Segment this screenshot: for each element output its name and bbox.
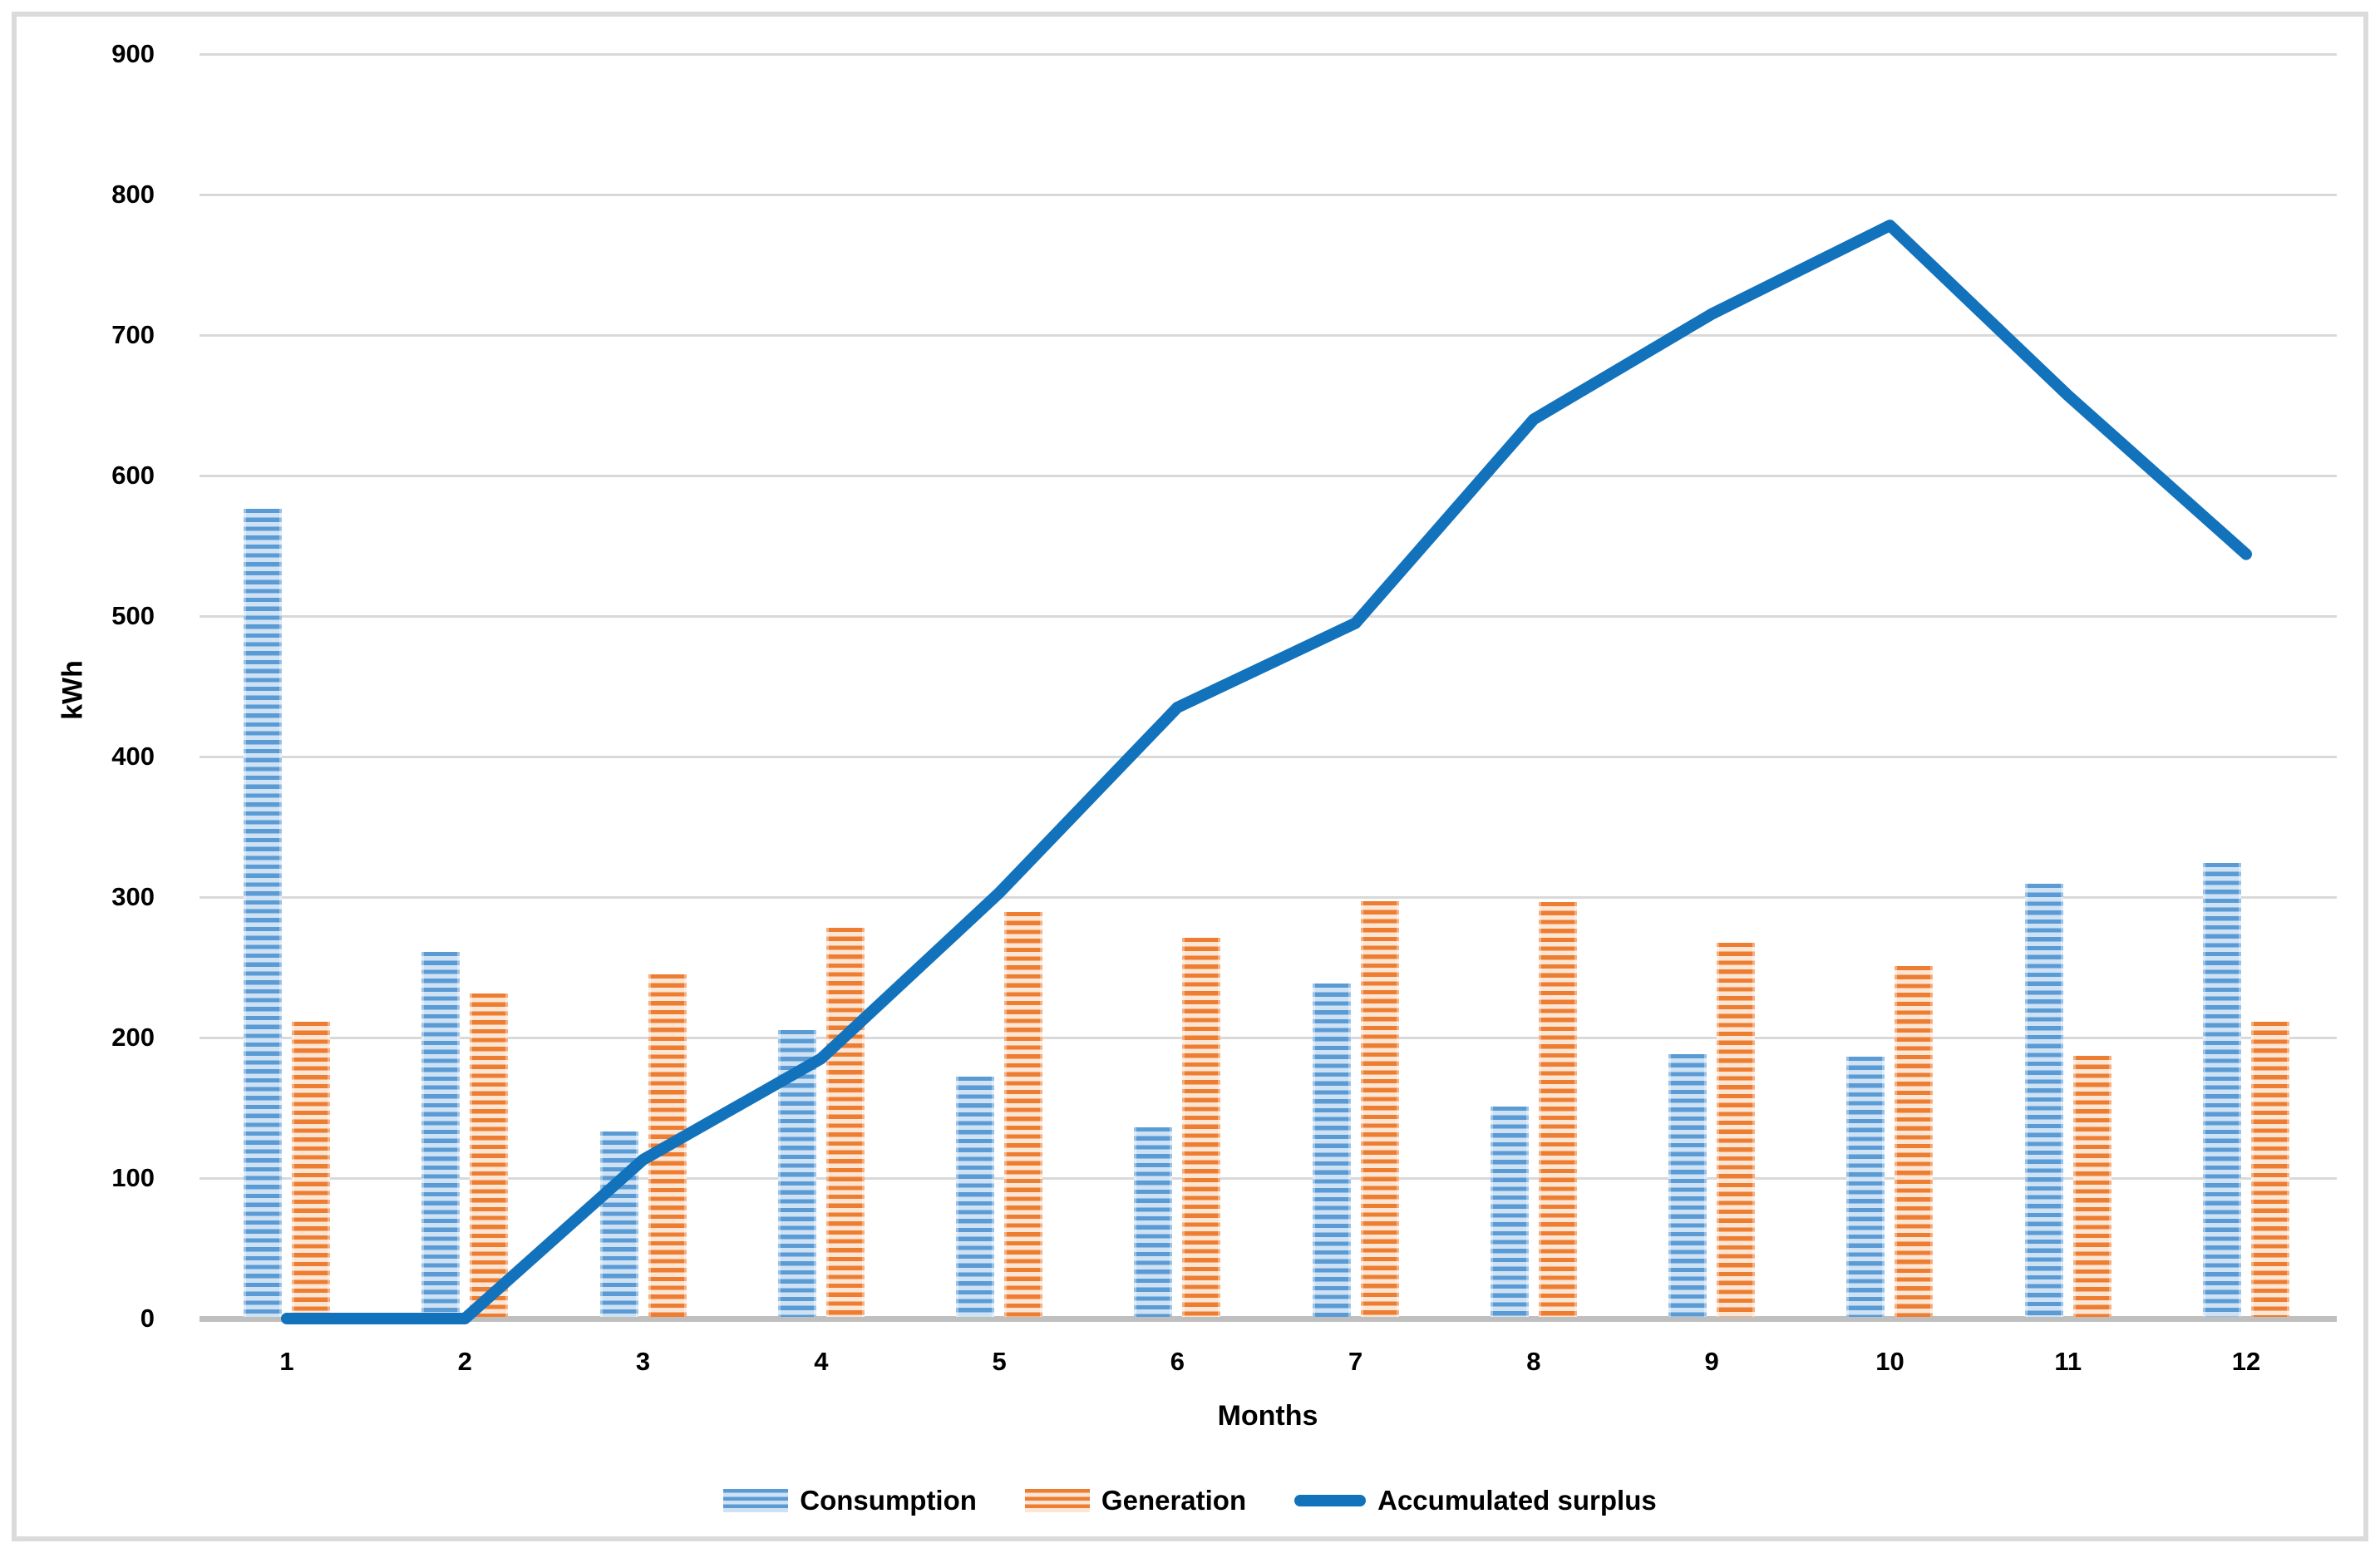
x-tick-label-6: 6 [1170, 1347, 1185, 1376]
x-tick-label-9: 9 [1704, 1347, 1719, 1376]
legend-label-surplus: Accumulated surplus [1377, 1485, 1657, 1516]
y-tick-label-500: 500 [111, 601, 155, 630]
generation-swatch-icon [1024, 1489, 1090, 1512]
x-tick-label-8: 8 [1526, 1347, 1541, 1376]
x-tick-label-11: 11 [2054, 1347, 2082, 1376]
x-tick-label-3: 3 [635, 1347, 651, 1376]
legend: Consumption Generation Accumulated surpl… [0, 1485, 2380, 1516]
gridline-400 [200, 756, 2337, 758]
y-tick-label-400: 400 [111, 742, 155, 771]
x-tick-label-2: 2 [457, 1347, 472, 1376]
y-tick-label-200: 200 [111, 1023, 155, 1052]
gridline-800 [200, 194, 2337, 196]
generation-bar-month-5 [1004, 912, 1043, 1317]
legend-label-consumption: Consumption [800, 1485, 977, 1516]
x-tick-label-7: 7 [1348, 1347, 1363, 1376]
y-tick-label-600: 600 [111, 461, 155, 490]
generation-bar-month-2 [470, 993, 509, 1317]
consumption-bar-month-2 [421, 951, 461, 1317]
x-tick-label-12: 12 [2231, 1347, 2261, 1376]
consumption-bar-month-12 [2203, 863, 2241, 1317]
x-tick-label-1: 1 [279, 1347, 294, 1376]
generation-bar-month-4 [825, 927, 865, 1317]
gridline-500 [200, 615, 2337, 618]
generation-bar-month-7 [1360, 900, 1399, 1317]
generation-bar-month-6 [1182, 937, 1221, 1317]
accumulated-surplus-line [281, 219, 2252, 1324]
consumption-bar-month-10 [1846, 1057, 1885, 1317]
consumption-bar-month-9 [1668, 1053, 1707, 1317]
x-tick-label-5: 5 [992, 1347, 1007, 1376]
consumption-bar-month-8 [1490, 1106, 1529, 1317]
consumption-bar-month-1 [244, 509, 282, 1317]
gridline-300 [200, 896, 2337, 899]
generation-bar-month-1 [292, 1022, 330, 1317]
generation-bar-month-12 [2251, 1022, 2289, 1317]
generation-bar-month-8 [1538, 902, 1577, 1317]
legend-item-consumption: Consumption [723, 1485, 977, 1516]
legend-item-generation: Generation [1024, 1485, 1247, 1516]
y-tick-label-300: 300 [111, 882, 155, 911]
consumption-swatch-icon [723, 1489, 789, 1512]
generation-bar-month-10 [1895, 965, 1934, 1317]
y-tick-label-100: 100 [111, 1163, 155, 1192]
consumption-bar-month-11 [2024, 884, 2063, 1317]
gridline-200 [200, 1037, 2337, 1039]
x-tick-label-10: 10 [1875, 1347, 1904, 1376]
y-tick-label-900: 900 [111, 39, 155, 68]
legend-label-generation: Generation [1101, 1485, 1247, 1516]
y-axis-title: kWh [57, 660, 89, 720]
y-tick-label-0: 0 [140, 1304, 155, 1333]
x-tick-label-4: 4 [814, 1347, 829, 1376]
surplus-line-swatch-icon [1294, 1495, 1367, 1506]
x-axis-line [200, 1316, 2337, 1322]
gridline-900 [200, 53, 2337, 56]
gridline-600 [200, 475, 2337, 477]
x-axis-title: Months [1217, 1400, 1318, 1432]
gridline-700 [200, 334, 2337, 337]
consumption-bar-month-7 [1312, 984, 1351, 1317]
generation-bar-month-11 [2072, 1055, 2111, 1317]
chart-frame-border [12, 12, 2368, 1541]
generation-bar-month-9 [1717, 943, 1756, 1317]
consumption-bar-month-6 [1134, 1127, 1173, 1317]
gridline-100 [200, 1177, 2337, 1180]
y-tick-label-800: 800 [111, 180, 155, 209]
consumption-bar-month-5 [956, 1077, 995, 1317]
legend-item-surplus: Accumulated surplus [1294, 1485, 1657, 1516]
y-tick-label-700: 700 [111, 320, 155, 349]
